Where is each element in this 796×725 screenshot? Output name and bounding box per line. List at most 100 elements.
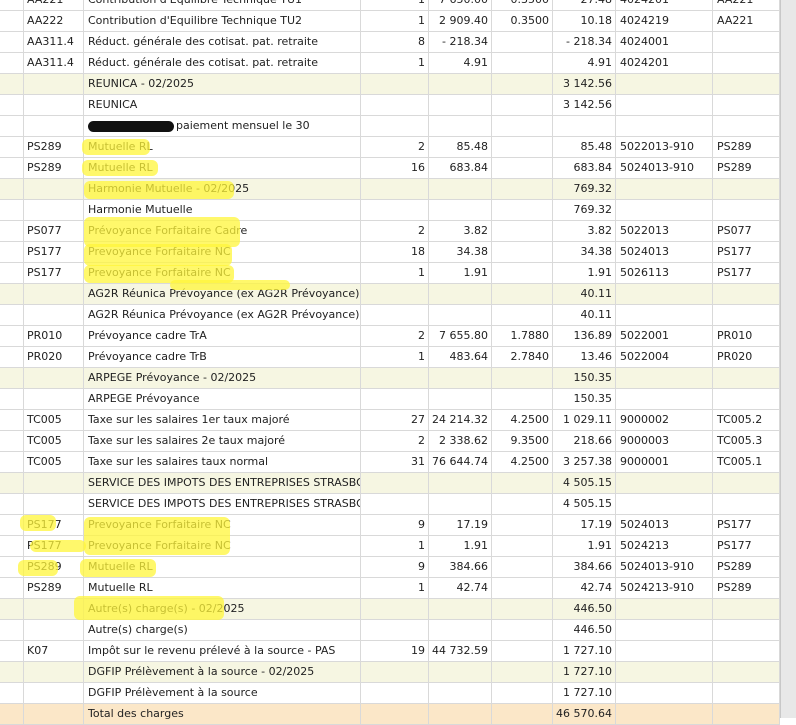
cell-amount: 1 727.10: [553, 662, 616, 682]
table-row[interactable]: K07 Impôt sur le revenu prélevé à la sour…: [0, 641, 780, 662]
table-row[interactable]: AA221Contribution d'Equilibre Technique …: [0, 0, 780, 11]
cell-amount: 683.84: [553, 158, 616, 178]
cell-ref: PS177: [713, 536, 780, 556]
cell-qty: [361, 368, 429, 388]
cell-base: [429, 116, 492, 136]
cell-base: 44 732.59: [429, 641, 492, 661]
cell-amount: 42.74: [553, 578, 616, 598]
cell-rate: [492, 473, 553, 493]
cell-account: [616, 179, 713, 199]
table-row[interactable]: Harmonie Mutuelle 769.32: [0, 200, 780, 221]
cell-base: 1.91: [429, 536, 492, 556]
cell-base: 2 338.62: [429, 431, 492, 451]
table-row[interactable]: Autre(s) charge(s) 446.50: [0, 620, 780, 641]
cell-ref: PS289: [713, 557, 780, 577]
cell-amount: 1.91: [553, 263, 616, 283]
highlight-mark: [84, 217, 240, 247]
cell-label: Réduct. générale des cotisat. pat. retra…: [84, 32, 361, 52]
scrollbar[interactable]: [780, 0, 796, 718]
cell-base: [429, 662, 492, 682]
cell-base: [429, 599, 492, 619]
table-row-subtotal[interactable]: REUNICA - 02/2025 3 142.56: [0, 74, 780, 95]
cell-ref: [713, 95, 780, 115]
cell-base: 24 214.32: [429, 410, 492, 430]
cell-account: 5022001: [616, 326, 713, 346]
table-row[interactable]: AG2R Réunica Prévoyance (ex AG2R Prévoya…: [0, 305, 780, 326]
cell-ref: [713, 53, 780, 73]
cell-label: paiement mensuel le 30: [84, 116, 361, 136]
cell-base: 17.19: [429, 515, 492, 535]
cell-label: SERVICE DES IMPOTS DES ENTREPRISES STRAS…: [84, 494, 361, 514]
cell-base: 7 655.80: [429, 326, 492, 346]
cell-amount: 4.91: [553, 53, 616, 73]
cell-code: [24, 95, 84, 115]
cell-qty: [361, 683, 429, 703]
cell-qty: 1: [361, 578, 429, 598]
cell-account: 5024213-910: [616, 578, 713, 598]
cell-rate: [492, 620, 553, 640]
cell-base: 34.38: [429, 242, 492, 262]
cell-code: PR020: [24, 347, 84, 367]
cell-rate: [492, 95, 553, 115]
cell-amount: 769.32: [553, 200, 616, 220]
table-row[interactable]: TC005 Taxe sur les salaires taux normal 31…: [0, 452, 780, 473]
highlight-mark: [170, 280, 290, 290]
table-row[interactable]: SERVICE DES IMPOTS DES ENTREPRISES STRAS…: [0, 494, 780, 515]
table-row-subtotal[interactable]: SERVICE DES IMPOTS DES ENTREPRISES STRAS…: [0, 473, 780, 494]
highlight-mark: [84, 517, 230, 555]
cell-base: [429, 200, 492, 220]
cell-base: - 218.34: [429, 32, 492, 52]
highlight-mark: [18, 560, 58, 576]
cell-base: [429, 704, 492, 724]
table-row[interactable]: AA222 Contribution d'Equilibre Technique …: [0, 11, 780, 32]
cell-code: PS177: [24, 242, 84, 262]
table-row[interactable]: ARPEGE Prévoyance 150.35: [0, 389, 780, 410]
cell-amount: 150.35: [553, 368, 616, 388]
cell-account: [616, 95, 713, 115]
cell-base: [429, 473, 492, 493]
table-row[interactable]: TC005 Taxe sur les salaires 2e taux major…: [0, 431, 780, 452]
highlight-mark: [80, 559, 156, 577]
cell-qty: [361, 599, 429, 619]
cell-label: Impôt sur le revenu prélevé à la source …: [84, 641, 361, 661]
table-row-subtotal[interactable]: ARPEGE Prévoyance - 02/2025 150.35: [0, 368, 780, 389]
table-row[interactable]: REUNICA 3 142.56: [0, 95, 780, 116]
cell-rate: [492, 515, 553, 535]
table-row[interactable]: AA311.4 Réduct. générale des cotisat. pat…: [0, 53, 780, 74]
cell-ref: PS177: [713, 242, 780, 262]
cell-amount: 4 505.15: [553, 494, 616, 514]
cell-code: AA222: [24, 11, 84, 31]
table-row[interactable]: DGFIP Prélèvement à la source 1 727.10: [0, 683, 780, 704]
highlight-mark: [74, 596, 224, 620]
table-row[interactable]: PR010 Prévoyance cadre TrA 2 7 655.80 1.7880…: [0, 326, 780, 347]
cell-label: Autre(s) charge(s): [84, 620, 361, 640]
cell-account: 9000003: [616, 431, 713, 451]
cell-ref: [713, 368, 780, 388]
cell-base: [429, 683, 492, 703]
cell-rate: [492, 368, 553, 388]
table-row-subtotal[interactable]: AG2R Réunica Prévoyance (ex AG2R Prévoya…: [0, 284, 780, 305]
cell-base: 2 909.40: [429, 11, 492, 31]
cell-code: TC005: [24, 452, 84, 472]
cell-qty: 1: [361, 0, 429, 10]
cell-code: [24, 368, 84, 388]
cell-amount: 769.32: [553, 179, 616, 199]
cell-code: PS289: [24, 578, 84, 598]
cell-ref: [713, 200, 780, 220]
cell-base: [429, 620, 492, 640]
highlight-mark: [82, 160, 158, 176]
table-row[interactable]: TC005 Taxe sur les salaires 1er taux majo…: [0, 410, 780, 431]
cell-code: PS177: [24, 263, 84, 283]
cell-code: PR010: [24, 326, 84, 346]
cell-account: [616, 704, 713, 724]
cell-account: [616, 284, 713, 304]
cell-rate: [492, 704, 553, 724]
cell-account: 9000002: [616, 410, 713, 430]
table-row[interactable]: AA311.4 Réduct. générale des cotisat. pat…: [0, 32, 780, 53]
table-row-total[interactable]: Total des charges 46 570.64: [0, 704, 780, 725]
table-row[interactable]: PS289 Mutuelle RL 1 42.74 42.74 5024213-910 PS…: [0, 578, 780, 599]
table-row[interactable]: PR020 Prévoyance cadre TrB 1 483.64 2.7840 13…: [0, 347, 780, 368]
cell-qty: 1: [361, 263, 429, 283]
table-row-subtotal[interactable]: DGFIP Prélèvement à la source - 02/2025 1…: [0, 662, 780, 683]
table-row[interactable]: paiement mensuel le 30: [0, 116, 780, 137]
